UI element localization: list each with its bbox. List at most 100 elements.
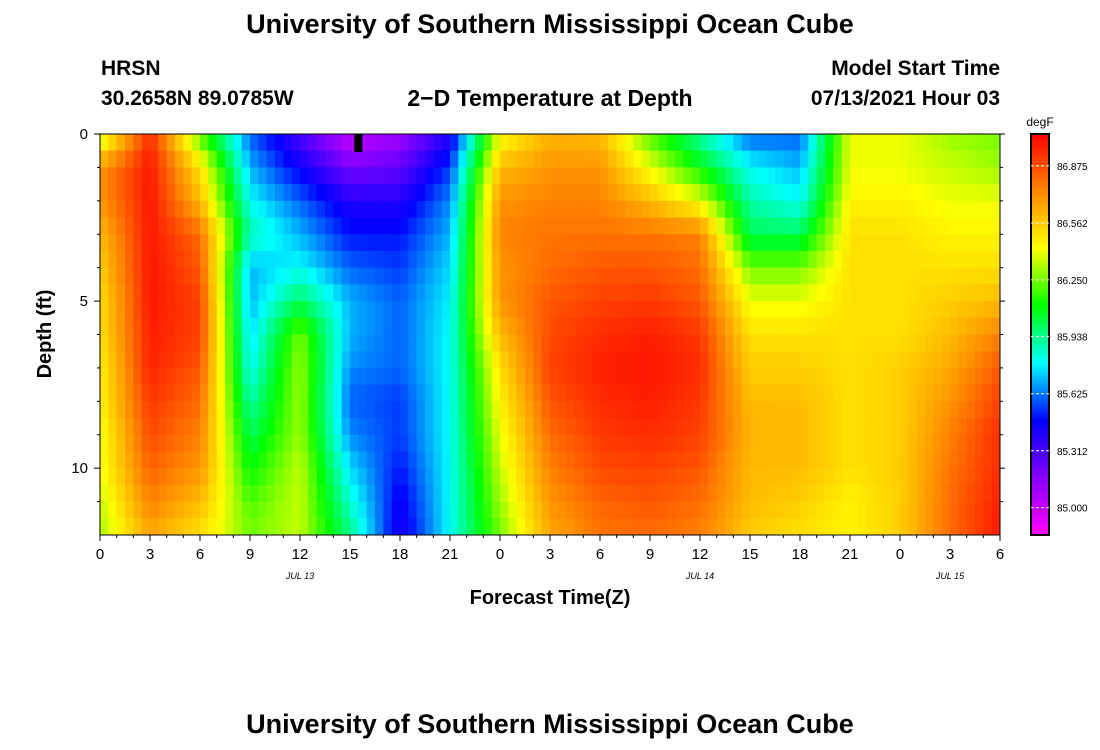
heatmap-cell	[175, 200, 184, 219]
colorbar-units: degF	[1026, 115, 1053, 129]
heatmap-cell	[275, 468, 284, 486]
heatmap-cell	[458, 451, 468, 469]
heatmap-cell	[241, 250, 251, 269]
heatmap-cell	[125, 401, 134, 419]
heatmap-cell	[433, 150, 443, 169]
heatmap-cell	[316, 267, 326, 285]
heatmap-cell	[208, 334, 218, 352]
heatmap-cell	[408, 234, 418, 252]
heatmap-cell	[308, 167, 318, 185]
heatmap-cell	[133, 284, 143, 302]
heatmap-cell	[650, 184, 659, 202]
heatmap-cell	[983, 150, 993, 169]
heatmap-cell	[758, 468, 768, 486]
heatmap-cell	[791, 518, 801, 535]
heatmap-cell	[391, 367, 401, 386]
heatmap-cell	[991, 451, 1000, 469]
heatmap-cell	[350, 518, 359, 535]
heatmap-cell	[391, 150, 401, 169]
heatmap-cell	[258, 401, 268, 419]
heatmap-cell	[791, 367, 801, 386]
heatmap-cell	[366, 401, 376, 419]
heatmap-cell	[375, 317, 384, 336]
heatmap-cell	[108, 167, 118, 185]
heatmap-cell	[958, 134, 968, 152]
heatmap-cell	[241, 184, 251, 202]
heatmap-cell	[850, 167, 859, 185]
heatmap-cell	[608, 284, 618, 302]
heatmap-cell	[575, 351, 584, 369]
heatmap-cell	[783, 301, 793, 319]
x-tick-label: 3	[546, 546, 554, 563]
heatmap-cell	[141, 384, 151, 402]
heatmap-cell	[641, 367, 651, 386]
heatmap-cell	[441, 200, 451, 219]
heatmap-cell	[833, 234, 843, 252]
heatmap-cell	[150, 301, 159, 319]
heatmap-cell	[208, 184, 218, 202]
heatmap-cell	[641, 150, 651, 169]
heatmap-cell	[966, 484, 976, 503]
heatmap-cell	[250, 200, 259, 219]
heatmap-cell	[241, 234, 251, 252]
heatmap-cell	[541, 150, 551, 169]
heatmap-cell	[883, 267, 893, 285]
heatmap-cell	[391, 217, 401, 235]
heatmap-cell	[983, 301, 993, 319]
heatmap-cell	[333, 234, 343, 252]
heatmap-cell	[925, 401, 934, 419]
heatmap-cell	[941, 384, 951, 402]
heatmap-cell	[391, 301, 401, 319]
heatmap-cell	[416, 200, 426, 219]
heatmap-cell	[766, 184, 776, 202]
heatmap-cell	[300, 518, 309, 535]
heatmap-cell	[541, 468, 551, 486]
heatmap-cell	[191, 418, 201, 436]
heatmap-cell	[258, 250, 268, 269]
heatmap-cell	[116, 501, 126, 519]
heatmap-cell	[433, 301, 443, 319]
heatmap-cell	[866, 284, 876, 302]
heatmap-cell	[258, 418, 268, 436]
heatmap-cell	[808, 484, 818, 503]
heatmap-cell	[908, 384, 918, 402]
heatmap-cell	[291, 150, 301, 169]
heatmap-cell	[341, 134, 351, 152]
heatmap-cell	[591, 317, 601, 336]
heatmap-cell	[483, 150, 493, 169]
heatmap-cell	[991, 250, 1000, 269]
heatmap-cell	[841, 284, 851, 302]
heatmap-cell	[766, 234, 776, 252]
heatmap-cell	[691, 401, 701, 419]
heatmap-cell	[633, 418, 643, 436]
model-start-label: Model Start Time	[831, 57, 1000, 80]
heatmap-cell	[633, 401, 643, 419]
heatmap-cell	[733, 250, 743, 269]
heatmap-cell	[450, 418, 459, 436]
heatmap-cell	[950, 334, 959, 352]
heatmap-cell	[733, 518, 743, 535]
heatmap-cell	[408, 184, 418, 202]
heatmap-cell	[783, 384, 793, 402]
heatmap-cell	[766, 150, 776, 169]
heatmap-cell	[425, 334, 434, 352]
heatmap-cell	[333, 418, 343, 436]
heatmap-cell	[858, 351, 868, 369]
heatmap-cell	[141, 167, 151, 185]
heatmap-cell	[725, 334, 734, 352]
heatmap-cell	[450, 518, 459, 535]
heatmap-cell	[250, 250, 259, 269]
heatmap-cell	[908, 501, 918, 519]
heatmap-cell	[541, 367, 551, 386]
heatmap-cell	[291, 134, 301, 152]
heatmap-cell	[475, 384, 484, 402]
heatmap-cell	[566, 284, 576, 302]
heatmap-cell	[408, 317, 418, 336]
heatmap-cell	[183, 384, 193, 402]
heatmap-cell	[483, 518, 493, 535]
heatmap-cell	[350, 384, 359, 402]
heatmap-cell	[300, 484, 309, 503]
heatmap-cell	[800, 484, 809, 503]
heatmap-cell	[525, 484, 534, 503]
heatmap-cell	[400, 301, 409, 319]
